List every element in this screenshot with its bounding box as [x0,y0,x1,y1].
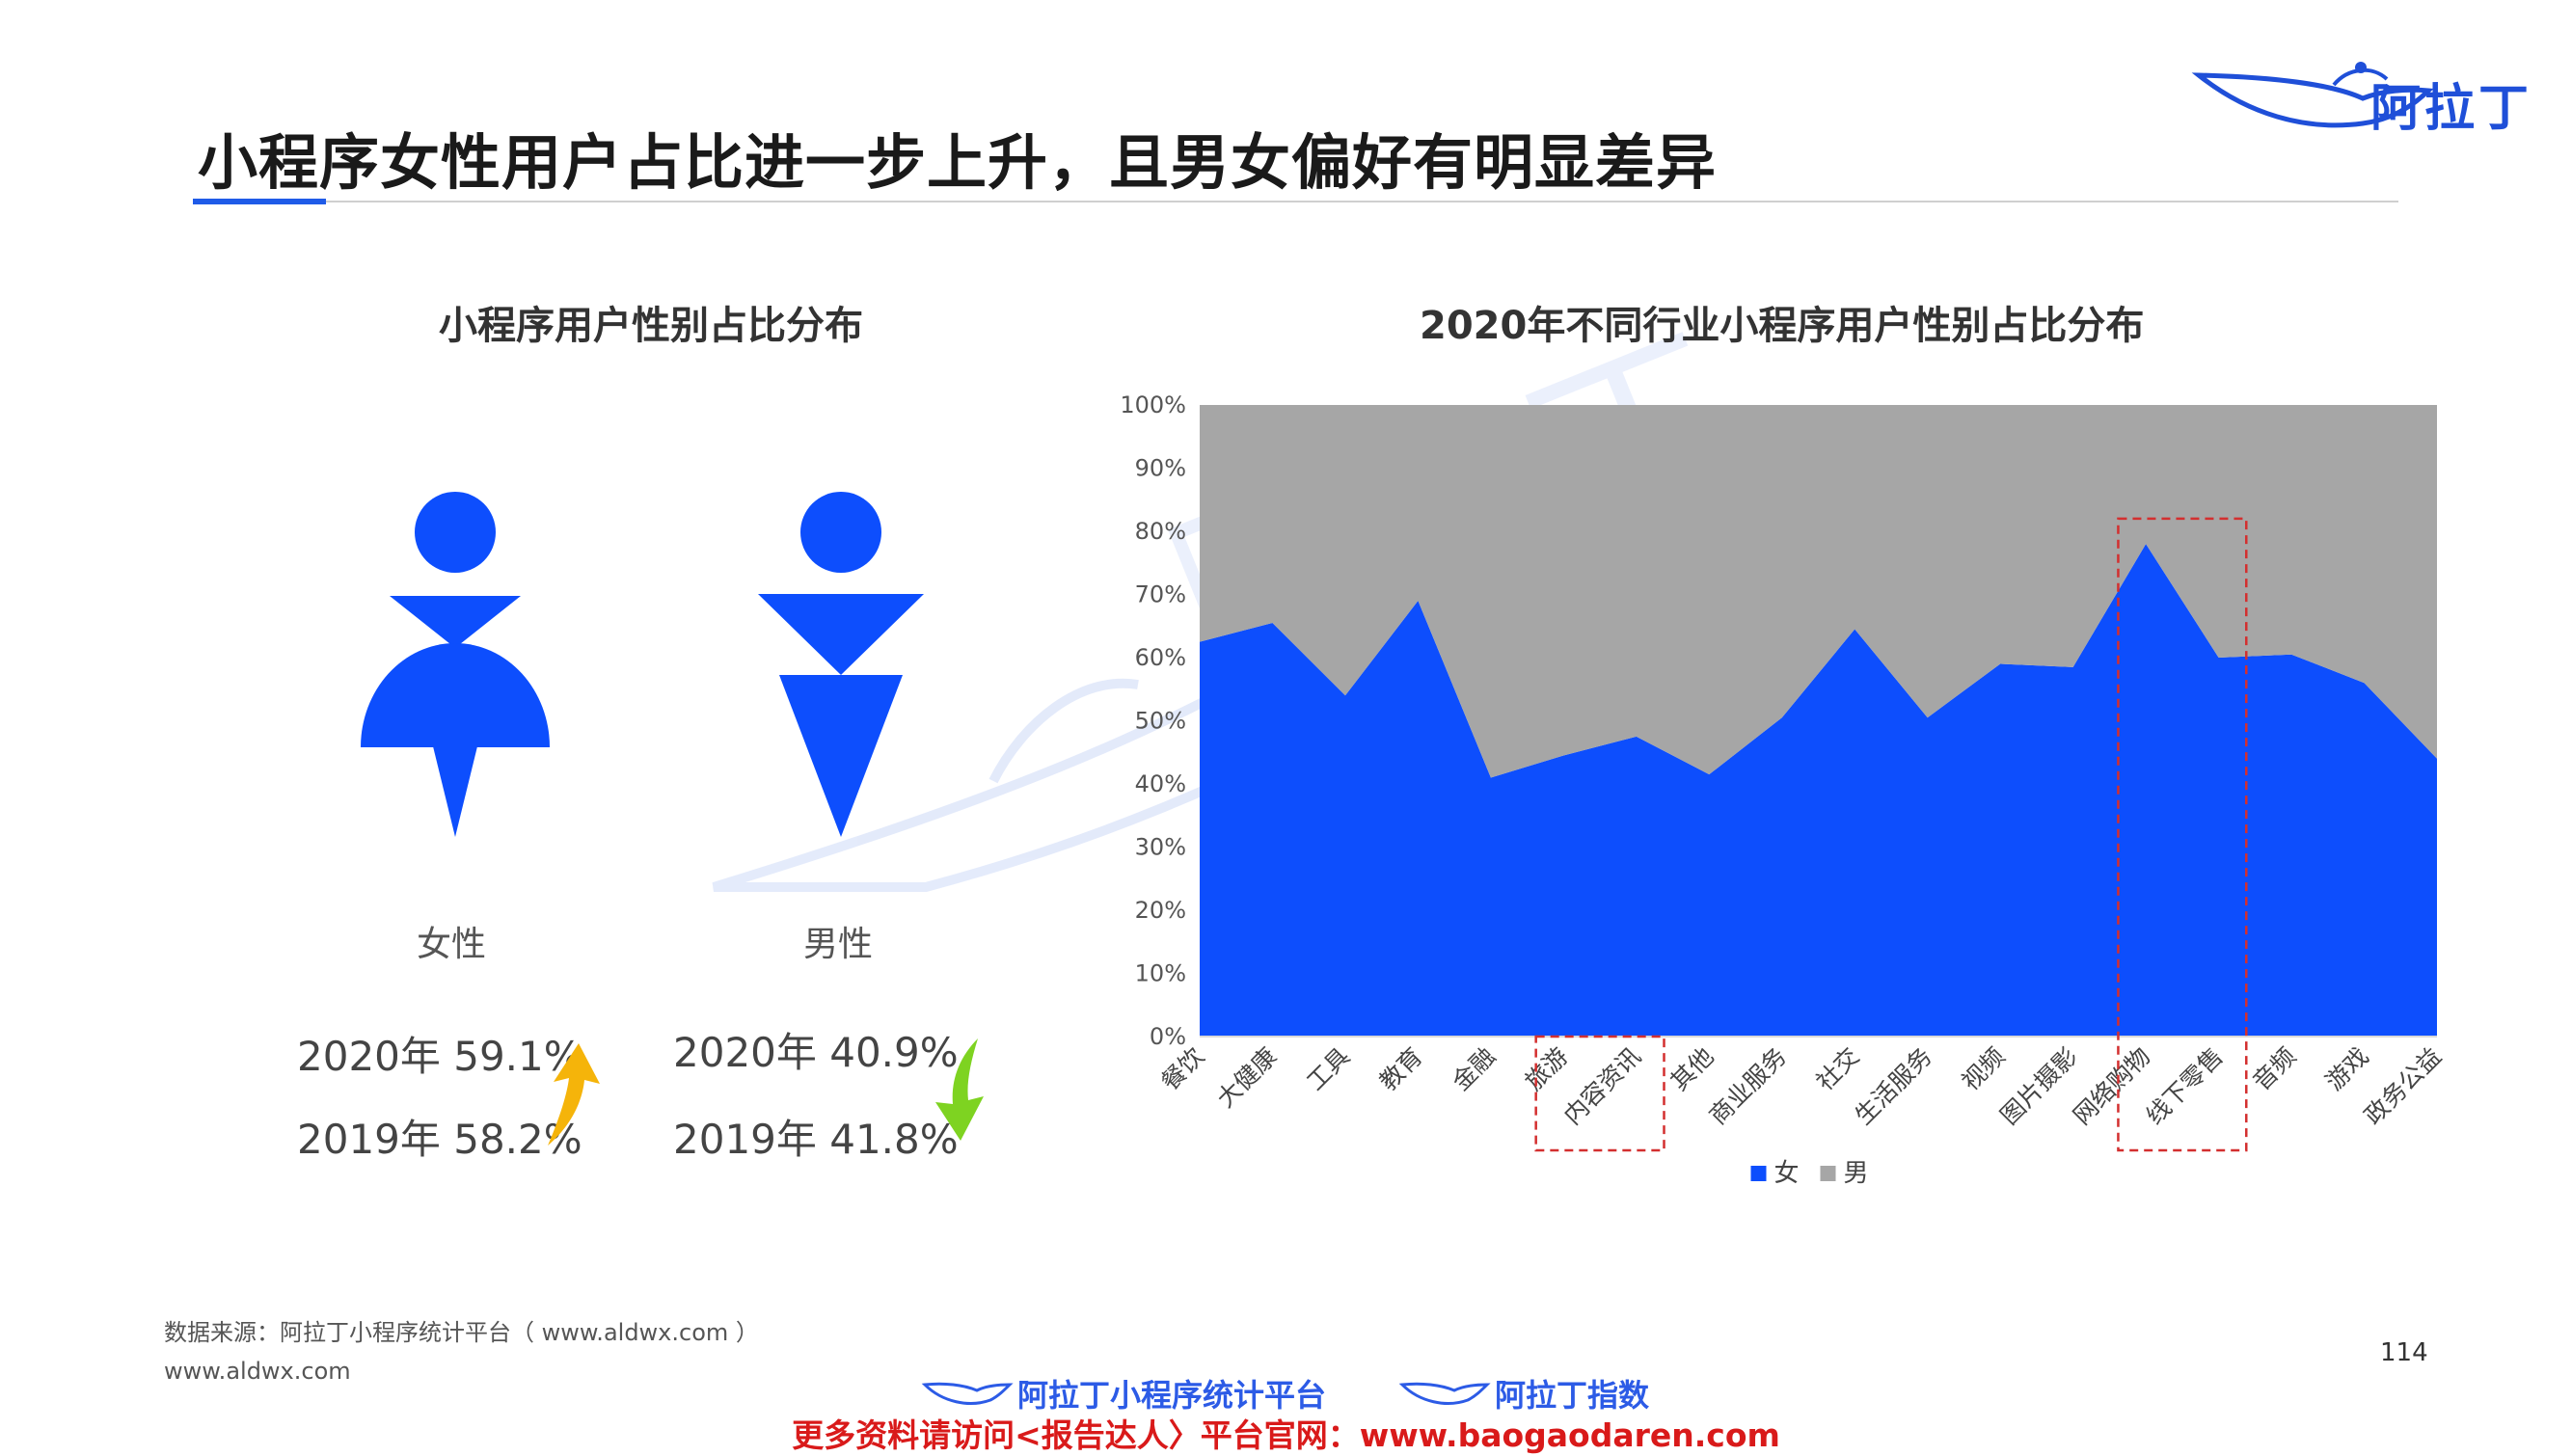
male-label: 男性 [803,925,874,964]
x-tick-label: 旅游 [1520,1042,1574,1096]
x-tick-label: 图片摄影 [1995,1042,2083,1130]
x-tick-label: 网络购物 [2068,1042,2155,1130]
x-tick-label: 音频 [2247,1042,2301,1096]
y-tick-label: 0% [1150,1023,1186,1050]
x-tick-label: 生活服务 [1850,1042,1937,1130]
legend-label: 女 [1774,1159,1800,1188]
x-tick-label: 教育 [1374,1042,1428,1096]
series-area-1 [1200,405,2437,778]
female-label: 女性 [417,925,487,964]
legend-swatch [1820,1166,1836,1181]
x-tick-label: 视频 [1957,1042,2011,1096]
footer-link-stats-platform[interactable]: 阿拉丁小程序统计平台 [1017,1377,1327,1414]
site-url: www.aldwx.com [164,1358,351,1385]
x-tick-label: 金融 [1447,1042,1501,1096]
down-arrow-icon [935,1038,984,1141]
footer-ad-banner[interactable]: 更多资料请访问<报告达人〉平台官网：www.baogaodaren.com [792,1416,1780,1454]
y-tick-label: 10% [1135,960,1186,987]
chart-title: 2020年不同行业小程序用户性别占比分布 [1420,304,2145,348]
x-tick-label: 线下零售 [2141,1042,2229,1130]
legend-swatch [1750,1166,1767,1181]
y-tick-label: 50% [1135,708,1186,735]
footer-lamp-icon-2 [1398,1382,1491,1405]
x-tick-label: 餐饮 [1155,1042,1209,1096]
y-tick-label: 100% [1120,391,1186,418]
x-tick-label: 大健康 [1211,1042,1283,1114]
y-tick-label: 40% [1135,770,1186,797]
x-tick-label: 政务公益 [2359,1042,2447,1130]
x-tick-label: 工具 [1301,1042,1355,1096]
x-tick-label: 商业服务 [1704,1042,1792,1130]
legend-label: 男 [1844,1159,1869,1188]
up-arrow-icon [548,1043,600,1146]
y-tick-label: 70% [1135,581,1186,608]
y-tick-label: 80% [1135,518,1186,545]
footer-lamp-icon-1 [921,1382,1014,1405]
female-icon [361,492,550,837]
x-tick-label: 内容资讯 [1558,1042,1646,1130]
y-tick-label: 30% [1135,834,1186,861]
page-number: 114 [2380,1338,2428,1367]
footer-links: 阿拉丁小程序统计平台 阿拉丁指数 [921,1369,1692,1417]
series-area-0 [1200,544,2437,1037]
y-tick-label: 90% [1135,455,1186,482]
female-2020-stat: 2020年 59.1% [297,1033,582,1080]
title-divider-accent [193,199,326,204]
brand-lamp-icon [2191,62,2434,128]
female-2019-stat: 2019年 58.2% [297,1116,582,1163]
footer-link-index[interactable]: 阿拉丁指数 [1495,1377,1650,1414]
highlight-box [2117,517,2248,1152]
male-2019-stat: 2019年 41.8% [673,1116,959,1163]
data-source-note: 数据来源：阿拉丁小程序统计平台（ www.aldwx.com ） [164,1319,759,1346]
y-tick-label: 20% [1135,897,1186,924]
male-icon [758,492,924,837]
stacked-area-chart: 0% 10% 20% 30% 40% 50% 60% 70% 80% 90% 100% 餐饮 大健康工… [1120,391,2447,1188]
male-2020-stat: 2020年 40.9% [673,1029,959,1076]
x-tick-label: 其他 [1665,1042,1719,1096]
title-divider [193,201,2398,202]
brand-name: 阿拉丁 [2370,80,2533,138]
x-tick-label: 游戏 [2320,1042,2374,1096]
y-tick-label: 60% [1135,644,1186,671]
page-title: 小程序女性用户占比进一步上升，且男女偏好有明显差异 [198,127,1718,198]
left-panel-title: 小程序用户性别占比分布 [439,304,863,348]
highlight-box [1534,1035,1665,1152]
x-tick-label: 社交 [1811,1042,1865,1096]
